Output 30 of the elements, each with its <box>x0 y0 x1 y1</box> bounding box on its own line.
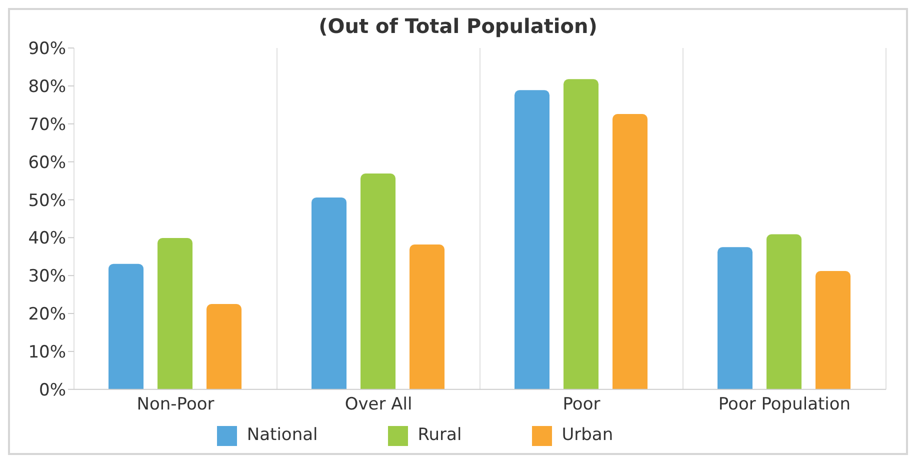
y-tick-label: 90% <box>28 39 66 60</box>
bar <box>312 197 347 390</box>
y-tick-label: 0% <box>39 380 66 400</box>
x-tick-label: Over All <box>344 394 412 414</box>
y-tick-label: 20% <box>28 304 66 325</box>
legend-label: Urban <box>562 425 614 446</box>
legend-label: Rural <box>418 425 462 446</box>
y-tick-label: 40% <box>28 228 66 249</box>
y-tick-label: 80% <box>28 76 66 97</box>
x-tick-label: Poor Population <box>718 394 851 414</box>
x-tick-label: Poor <box>562 394 600 414</box>
bar <box>612 114 648 390</box>
chart-title: (Out of Total Population) <box>318 14 598 40</box>
y-tick-label: 60% <box>28 152 66 173</box>
legend-label: National <box>246 425 318 446</box>
bar <box>108 264 144 390</box>
y-tick-label: 30% <box>28 266 66 287</box>
y-tick-label: 70% <box>28 114 66 135</box>
bar <box>410 244 445 390</box>
bar <box>514 90 550 390</box>
x-tick-label: Non-Poor <box>136 394 214 414</box>
bar <box>206 304 242 390</box>
bar <box>158 238 193 390</box>
bar <box>564 79 599 390</box>
bar <box>766 234 802 390</box>
y-tick-label: 50% <box>28 190 66 211</box>
bar <box>718 247 753 390</box>
bar <box>816 271 851 390</box>
y-tick-label: 10% <box>28 342 66 362</box>
bar <box>360 174 396 390</box>
